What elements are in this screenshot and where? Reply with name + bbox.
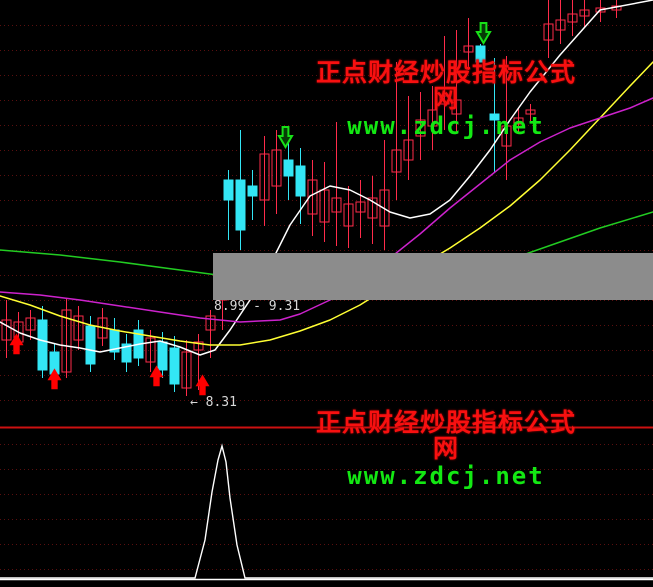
candle-body	[451, 99, 462, 115]
indicator-spike-line	[0, 443, 653, 579]
candle-body	[73, 315, 84, 341]
indicator-canvas[interactable]	[0, 419, 653, 587]
price-low-label: ← 8.31	[190, 395, 237, 410]
candle-body	[235, 179, 246, 231]
ma-line-MA-white	[0, 0, 653, 356]
candle-body	[595, 7, 606, 13]
candle-body	[475, 45, 486, 63]
candle-body	[205, 315, 216, 331]
candle-body	[247, 185, 258, 197]
candle-body	[355, 201, 366, 213]
ma-line-MA-yellow	[0, 61, 653, 346]
candle-body	[463, 45, 474, 53]
candle-body	[579, 9, 590, 17]
candle-body	[489, 113, 500, 121]
candle-body	[271, 149, 282, 187]
price-chart-canvas[interactable]	[0, 0, 653, 419]
candle-body	[403, 139, 414, 161]
candle-body	[415, 119, 426, 137]
candle-body	[181, 351, 192, 389]
candle-body	[49, 351, 60, 375]
candle-body	[1, 319, 12, 341]
candle-body	[367, 197, 378, 219]
candle-body	[343, 203, 354, 227]
candle-body	[391, 149, 402, 173]
indicator-pane[interactable]	[0, 419, 653, 587]
candle-body	[319, 189, 330, 223]
candle-body	[223, 179, 234, 201]
candle-body	[145, 337, 156, 363]
candle-body	[427, 109, 438, 127]
candle-body	[37, 319, 48, 371]
candle-body	[331, 197, 342, 213]
candle-body	[379, 189, 390, 227]
candle-body	[193, 341, 204, 351]
candle-body	[25, 317, 36, 331]
candle-body	[513, 117, 524, 125]
candle-body	[157, 341, 168, 371]
candle-body	[295, 165, 306, 197]
candle-body	[283, 159, 294, 177]
candle-body	[259, 153, 270, 201]
candle-body	[61, 309, 72, 373]
candle-body	[121, 343, 132, 363]
selection-highlight-band[interactable]	[213, 253, 653, 300]
candle-body	[555, 19, 566, 31]
price-chart-pane[interactable]: 8.99 - 9.31 ← 8.31 正点财经炒股指标公式网 www.zdcj.…	[0, 0, 653, 419]
candle-body	[439, 95, 450, 105]
candle-body	[169, 347, 180, 385]
price-range-label: 8.99 - 9.31	[214, 299, 301, 314]
candle-body	[85, 325, 96, 365]
candle-body	[307, 179, 318, 215]
candlestick-series	[1, 0, 622, 396]
candle-body	[525, 109, 536, 115]
candle-body	[543, 23, 554, 41]
candle-body	[567, 13, 578, 23]
